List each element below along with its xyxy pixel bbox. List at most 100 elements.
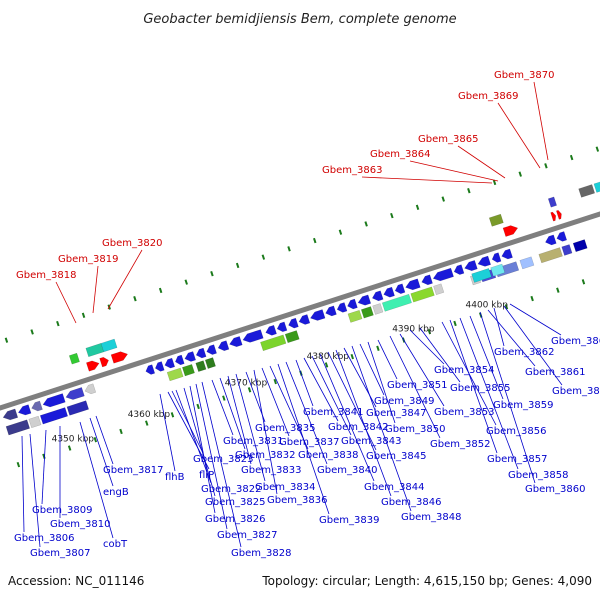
reverse-gene-arrow <box>556 231 567 242</box>
map-title: Geobacter bemidjiensis Bem, complete gen… <box>143 12 456 27</box>
tick-mark <box>595 146 600 152</box>
tick-mark <box>273 378 277 385</box>
reverse-callout-line <box>409 329 445 365</box>
scale-label: 4380 kbp <box>307 352 350 362</box>
tick-mark <box>427 329 432 335</box>
reverse-callout-line <box>175 389 212 484</box>
reverse-gene-label: Gbem_3840 <box>317 465 377 476</box>
reverse-callout-line <box>389 335 441 439</box>
tick-mark <box>453 320 457 327</box>
reverse-callout-line <box>319 353 375 482</box>
reverse-gene-arrow <box>347 298 358 310</box>
forward-gene-label: Gbem_3870 <box>494 70 554 81</box>
tick-mark <box>30 329 34 335</box>
reverse-callout-line <box>21 435 25 533</box>
reverse-gene-block <box>538 247 563 264</box>
tick-mark <box>390 212 394 219</box>
forward-gene <box>110 351 128 364</box>
reverse-gene-arrow <box>217 340 230 351</box>
reverse-gene-block <box>561 244 573 256</box>
reverse-callout-line <box>227 375 252 465</box>
gene-block <box>166 367 184 382</box>
reverse-callout-line <box>195 383 228 530</box>
tick-mark <box>492 179 497 186</box>
reverse-gene-arrow <box>206 344 217 355</box>
reverse-callout-line <box>335 349 392 497</box>
tick-mark <box>196 403 200 410</box>
tick-mark <box>324 362 329 368</box>
forward-gene <box>85 343 105 358</box>
forward-callout-line <box>409 160 499 182</box>
reverse-gene-arrow <box>372 290 384 302</box>
reverse-gene-label: Gbem_3847 <box>366 408 426 419</box>
reverse-gene-arrow <box>65 387 85 400</box>
reverse-gene-label: Gbem_3867 <box>551 336 600 347</box>
forward-callout-line <box>361 176 493 184</box>
reverse-gene-label: Gbem_3846 <box>381 497 441 508</box>
reverse-callout-line <box>189 385 216 514</box>
tick-mark <box>581 279 586 285</box>
reverse-gene-label: Gbem_3810 <box>50 519 110 530</box>
reverse-callout-line <box>327 351 377 451</box>
gene-block <box>410 286 435 303</box>
reverse-callout-line <box>211 379 234 436</box>
gene-block <box>490 263 506 277</box>
forward-gene-label: Gbem_3818 <box>16 270 76 281</box>
topology-label: Topology: circular; Length: 4,615,150 bp… <box>262 574 592 588</box>
forward-gene <box>502 225 519 237</box>
reverse-gene-block <box>519 256 535 270</box>
reverse-callout-line <box>261 367 290 437</box>
tick-mark <box>556 287 560 293</box>
tick-mark <box>170 412 175 418</box>
forward-gene <box>100 338 118 353</box>
tick-mark <box>4 337 9 343</box>
reverse-gene-label: Gbem_3826 <box>205 514 265 525</box>
reverse-callout-line <box>303 357 339 422</box>
reverse-gene-label: Gbem_3835 <box>255 423 315 434</box>
forward-callout-line <box>457 145 506 179</box>
reverse-gene-label: Gbem_3849 <box>374 396 434 407</box>
tick-mark <box>16 461 21 468</box>
reverse-gene-label: Gbem_3837 <box>279 437 339 448</box>
reverse-callout-line <box>235 373 266 482</box>
reverse-gene-label: Gbem_3832 <box>235 450 295 461</box>
reverse-gene-label: Gbem_3845 <box>366 451 426 462</box>
reverse-gene-label: Gbem_3852 <box>430 439 490 450</box>
tick-mark <box>467 188 471 194</box>
reverse-callout-line <box>343 347 377 408</box>
reverse-callout-line <box>311 355 352 436</box>
reverse-gene-label: Gbem_3823 <box>193 454 253 465</box>
tick-mark <box>287 246 291 252</box>
reverse-gene-label: Gbem_3866 <box>552 386 600 397</box>
reverse-gene-arrow <box>164 357 175 369</box>
reverse-gene-block <box>28 415 42 429</box>
reverse-gene-arrow <box>84 383 97 395</box>
reverse-gene-arrow <box>42 393 66 408</box>
reverse-callout-line <box>449 319 498 454</box>
gene-block <box>471 268 492 283</box>
reverse-gene-arrow <box>336 302 348 313</box>
reverse-gene-block <box>39 407 68 425</box>
tick-mark <box>158 287 163 294</box>
reverse-gene-label: Gbem_3809 <box>32 505 92 516</box>
reverse-gene-label: Gbem_3825 <box>205 497 265 508</box>
forward-gene <box>556 209 562 220</box>
reverse-gene-label: Gbem_3842 <box>328 422 388 433</box>
reverse-gene-label: Gbem_3857 <box>487 454 547 465</box>
tick-mark <box>56 320 60 327</box>
gene-block <box>284 330 300 344</box>
reverse-gene-arrow <box>155 361 165 372</box>
reverse-gene-arrow <box>545 234 557 246</box>
tick-mark <box>145 420 149 426</box>
tick-mark <box>119 428 123 435</box>
forward-callout-line <box>107 249 143 310</box>
reverse-gene-arrow <box>2 408 19 421</box>
gene-block <box>204 357 216 369</box>
reverse-gene-label: Gbem_3843 <box>341 436 401 447</box>
tick-mark <box>544 163 548 169</box>
reverse-gene-arrow <box>325 305 337 317</box>
gene-block <box>372 303 384 315</box>
reverse-callout-line <box>367 341 396 424</box>
reverse-callout-line <box>509 303 562 336</box>
